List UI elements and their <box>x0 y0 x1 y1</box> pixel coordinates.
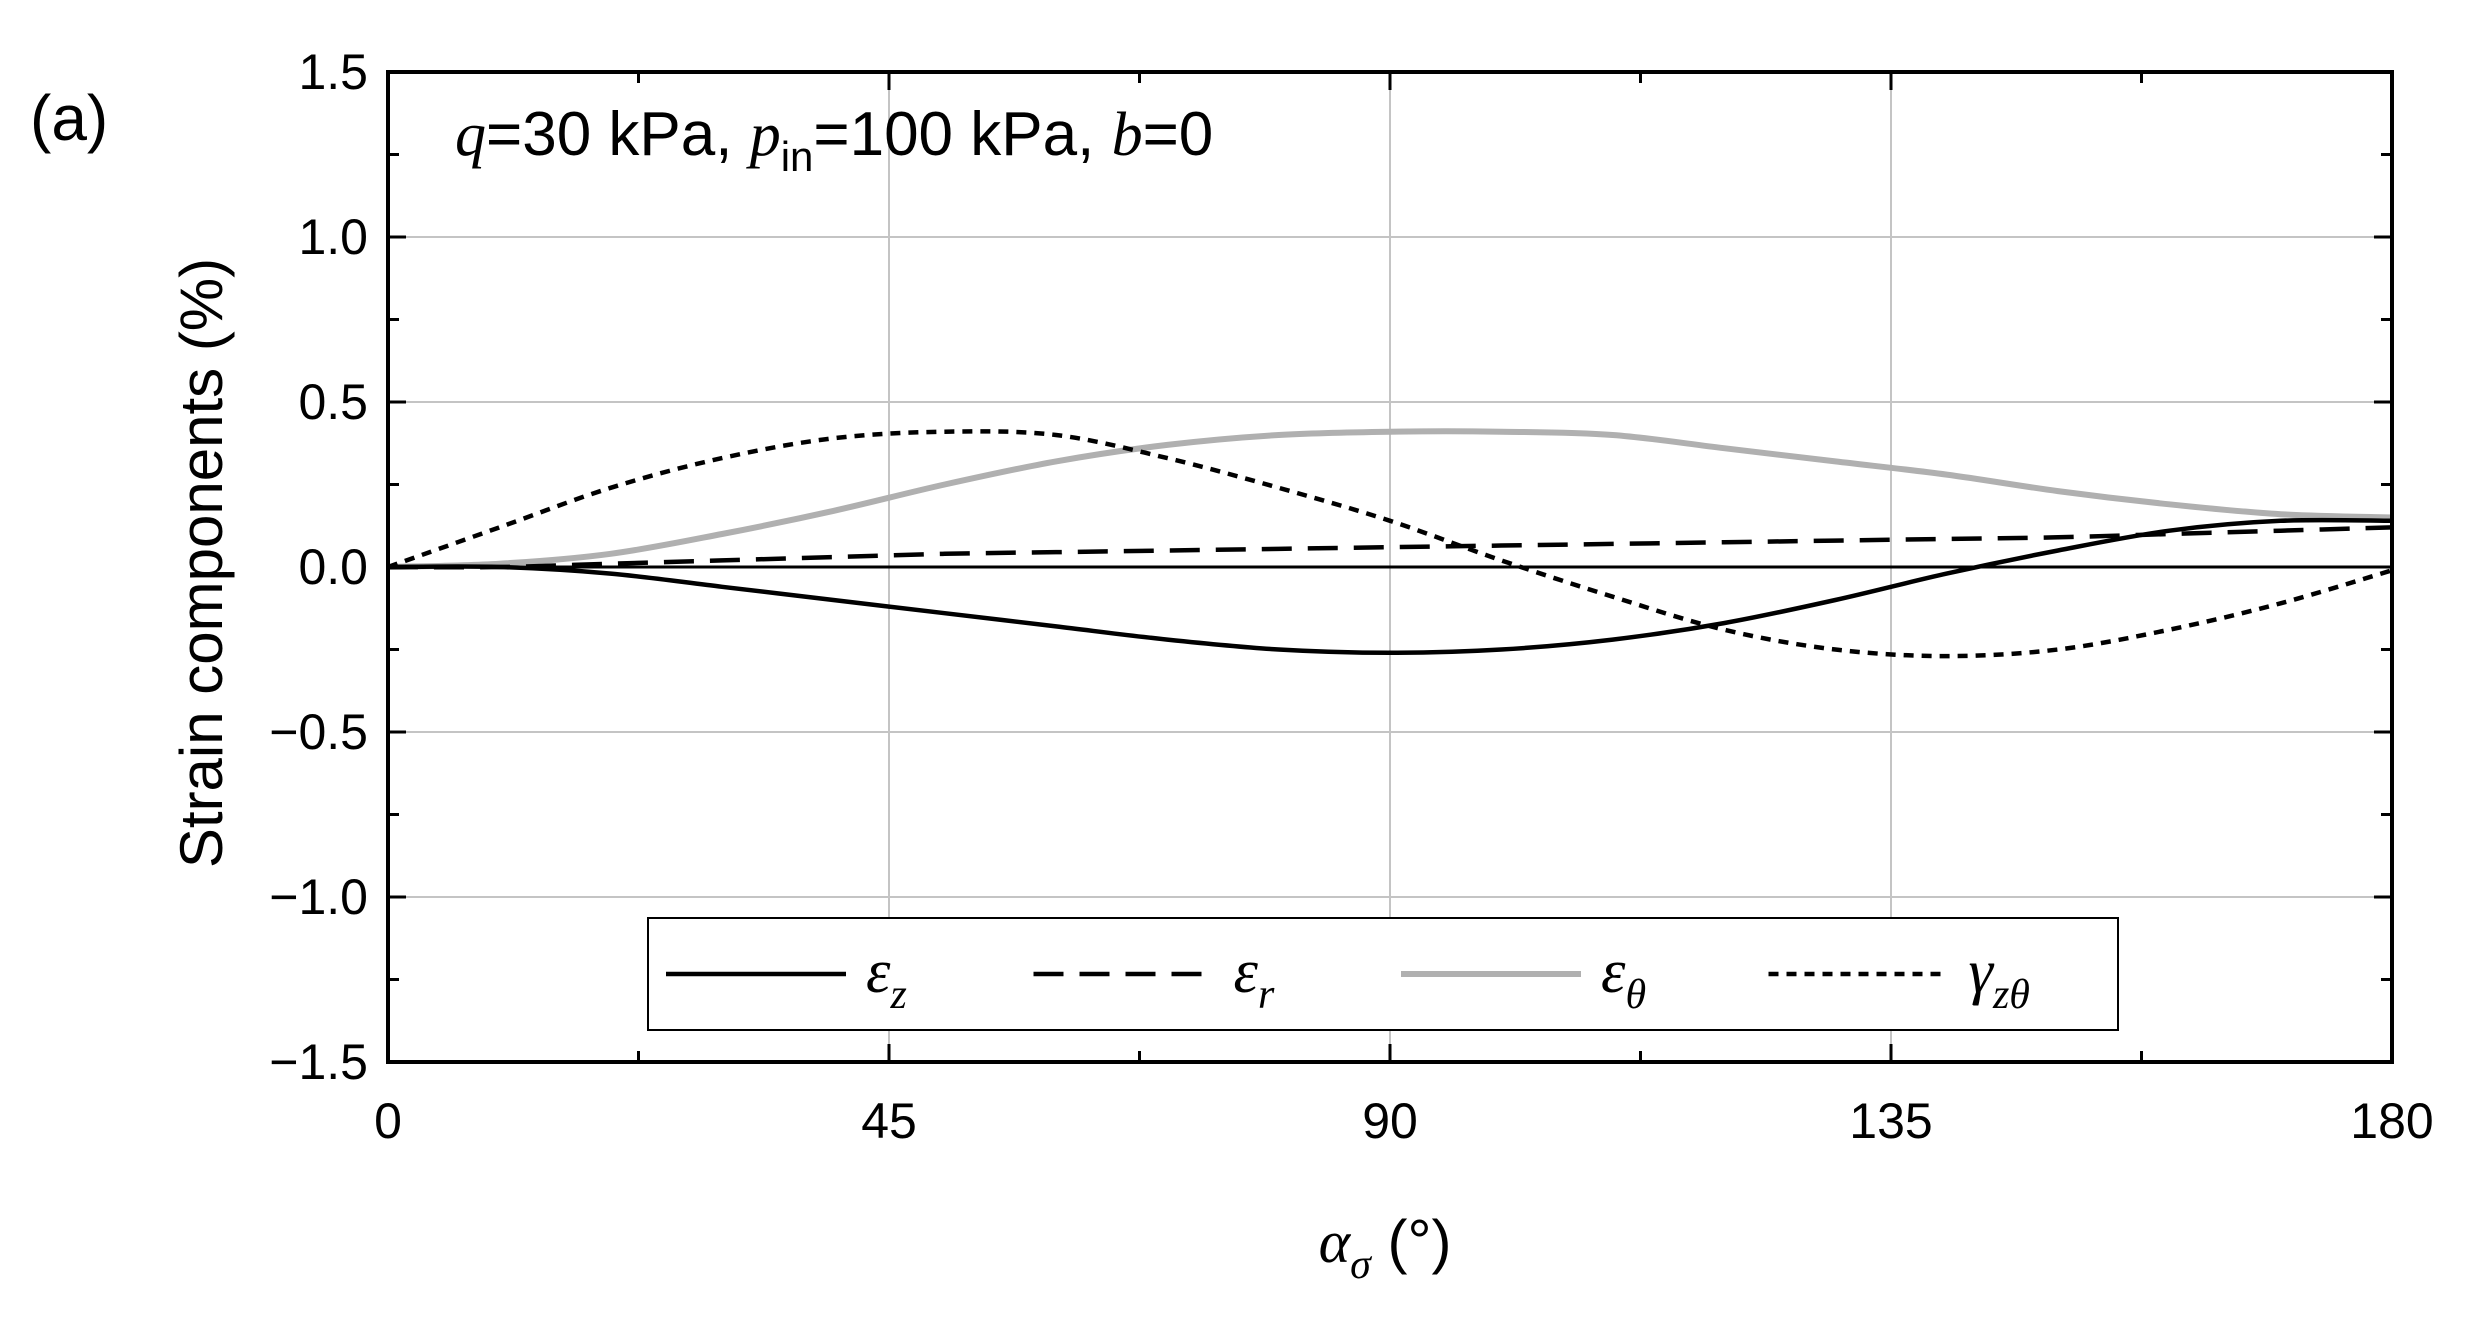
legend-symbol-3: γ <box>1969 938 1995 1006</box>
x-tick-label-4: 180 <box>2350 1093 2433 1149</box>
legend-label-0: εz <box>866 938 907 1018</box>
y-tick-label-6: 1.5 <box>298 44 368 100</box>
x-tick-label-2: 90 <box>1362 1093 1418 1149</box>
y-tick-label-4: 0.5 <box>298 374 368 430</box>
series-line-γ-zθ <box>387 429 2393 659</box>
legend-sub-1: r <box>1258 972 1275 1018</box>
annotation-part-6: =0 <box>1143 100 1214 169</box>
legend-label-2: εθ <box>1601 938 1646 1018</box>
annotation-part-1: =30 kPa, <box>486 100 750 169</box>
grid-lines <box>388 72 2392 1062</box>
y-tick-label-1: −1.0 <box>269 869 368 925</box>
annotation-part-2: p <box>746 101 781 169</box>
panel-label: (a) <box>30 82 108 154</box>
legend: εz εr εθ γzθ <box>647 917 2119 1031</box>
x-title-sub: σ <box>1350 1242 1373 1288</box>
annotation-part-0: q <box>455 101 486 169</box>
x-title-unit: (°) <box>1371 1208 1452 1275</box>
legend-box <box>647 917 2119 1031</box>
axis-ticks <box>386 70 2394 1064</box>
series-line-ε-θ <box>387 428 2393 570</box>
series-line-ε-z <box>387 517 2393 656</box>
annotation-part-3: in <box>781 133 814 180</box>
legend-label-3: γzθ <box>1969 938 2030 1018</box>
y-tick-label-5: 1.0 <box>298 209 368 265</box>
y-tick-label-0: −1.5 <box>269 1034 368 1090</box>
condition-annotation: q=30 kPa, pin=100 kPa, b=0 <box>455 100 1213 180</box>
x-tick-label-3: 135 <box>1849 1093 1932 1149</box>
legend-label-1: εr <box>1234 938 1275 1018</box>
y-axis-title: Strain components (%) <box>168 258 235 868</box>
legend-sub-0: z <box>889 972 906 1018</box>
legend-sub-3: zθ <box>1992 972 2030 1018</box>
y-tick-label-3: 0.0 <box>298 539 368 595</box>
y-tick-label-2: −0.5 <box>269 704 368 760</box>
annotation-part-4: =100 kPa, <box>813 100 1111 169</box>
x-axis-title: ασ (°) <box>1319 1208 1452 1288</box>
x-tick-label-0: 0 <box>374 1093 402 1149</box>
legend-symbol-0: ε <box>866 938 891 1006</box>
series-layer <box>387 428 2393 659</box>
x-title-symbol: α <box>1319 1209 1352 1275</box>
series-line-ε-r <box>387 525 2393 570</box>
legend-symbol-2: ε <box>1601 938 1626 1006</box>
x-tick-label-1: 45 <box>861 1093 917 1149</box>
tick-labels: 0 45 90 135 180 −1.5 −1.0 −0.5 0.0 0.5 1.0 1.5 <box>269 44 2433 1149</box>
legend-symbol-1: ε <box>1234 938 1259 1006</box>
annotation-part-5: b <box>1112 101 1143 169</box>
legend-sub-2: θ <box>1625 972 1646 1018</box>
